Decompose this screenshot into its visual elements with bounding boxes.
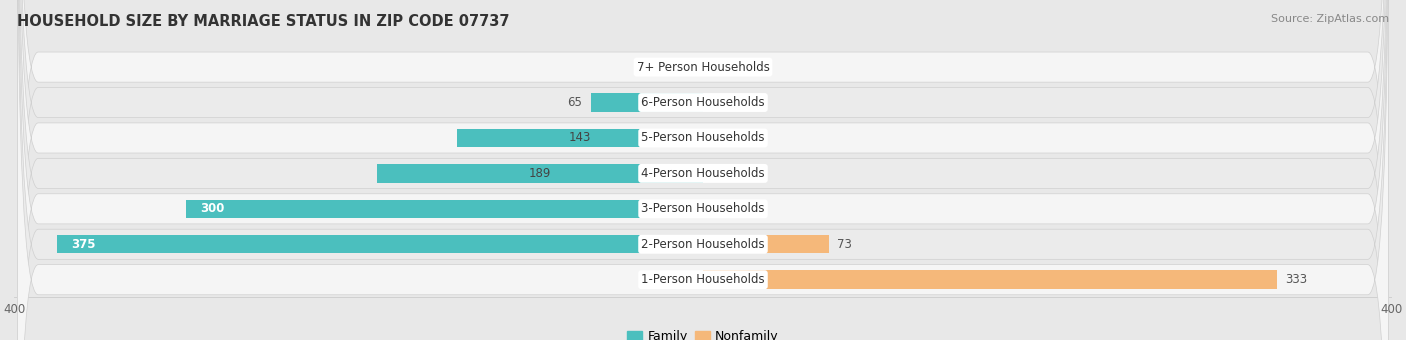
Bar [703,271,1277,289]
Bar [703,235,828,254]
Text: 375: 375 [70,238,96,251]
FancyBboxPatch shape [17,0,1389,340]
Text: 0: 0 [711,202,718,215]
Bar [58,235,703,254]
FancyBboxPatch shape [17,0,1389,340]
Text: Source: ZipAtlas.com: Source: ZipAtlas.com [1271,14,1389,23]
FancyBboxPatch shape [17,0,1389,340]
Text: HOUSEHOLD SIZE BY MARRIAGE STATUS IN ZIP CODE 07737: HOUSEHOLD SIZE BY MARRIAGE STATUS IN ZIP… [17,14,509,29]
Text: 0: 0 [711,167,718,180]
Text: 0: 0 [711,96,718,109]
Text: 0: 0 [711,61,718,73]
Text: 1-Person Households: 1-Person Households [641,273,765,286]
Text: 6-Person Households: 6-Person Households [641,96,765,109]
Text: 5-Person Households: 5-Person Households [641,132,765,144]
Text: 0: 0 [711,132,718,144]
Bar [377,164,703,183]
Text: 189: 189 [529,167,551,180]
FancyBboxPatch shape [17,0,1389,340]
FancyBboxPatch shape [17,0,1389,340]
Text: 65: 65 [568,96,582,109]
Bar [591,93,703,112]
Text: 4-Person Households: 4-Person Households [641,167,765,180]
Text: 2-Person Households: 2-Person Households [641,238,765,251]
FancyBboxPatch shape [17,0,1389,340]
Bar [682,58,703,76]
Text: 7+ Person Households: 7+ Person Households [637,61,769,73]
Legend: Family, Nonfamily: Family, Nonfamily [623,325,783,340]
Text: 3-Person Households: 3-Person Households [641,202,765,215]
Bar [186,200,703,218]
Text: 12: 12 [659,61,673,73]
Bar [457,129,703,147]
Text: 300: 300 [200,202,225,215]
Text: 143: 143 [568,132,591,144]
Text: 333: 333 [1285,273,1308,286]
Text: 73: 73 [838,238,852,251]
FancyBboxPatch shape [17,0,1389,340]
